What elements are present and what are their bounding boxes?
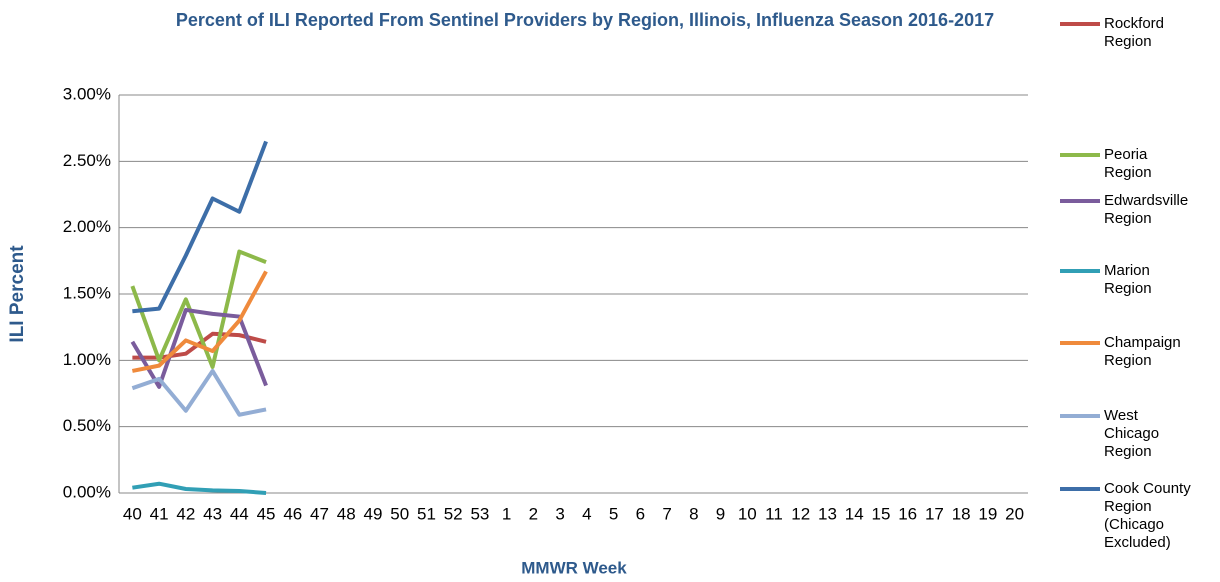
x-tick-label: 3 [555, 504, 564, 523]
legend-label: Cook County Region (Chicago Excluded) [1104, 480, 1191, 551]
y-tick-label: 1.50% [63, 283, 111, 302]
legend-label: Marion Region [1104, 262, 1152, 297]
x-tick-label: 4 [582, 504, 591, 523]
x-tick-label: 49 [364, 504, 383, 523]
x-tick-label: 20 [1005, 504, 1024, 523]
x-tick-label: 13 [818, 504, 837, 523]
x-tick-label: 43 [203, 504, 222, 523]
x-tick-label: 51 [417, 504, 436, 523]
x-tick-label: 12 [791, 504, 810, 523]
series-line [131, 270, 268, 373]
x-tick-label: 50 [390, 504, 409, 523]
x-tick-label: 46 [283, 504, 302, 523]
x-tick-label: 41 [150, 504, 169, 523]
x-tick-label: 8 [689, 504, 698, 523]
x-tick-label: 1 [502, 504, 511, 523]
x-tick-label: 6 [636, 504, 645, 523]
x-tick-label: 9 [716, 504, 725, 523]
y-tick-label: 0.50% [63, 416, 111, 435]
x-tick-label: 48 [337, 504, 356, 523]
series-line [130, 307, 268, 389]
y-tick-label: 0.00% [63, 482, 111, 501]
y-tick-label: 2.00% [63, 217, 111, 236]
x-tick-label: 19 [978, 504, 997, 523]
x-tick-label: 18 [952, 504, 971, 523]
y-tick-label: 2.50% [63, 151, 111, 170]
x-tick-label: 40 [123, 504, 142, 523]
legend-label: Edwardsville Region [1104, 192, 1189, 227]
legend-label: Peoria Region [1104, 146, 1152, 181]
x-tick-label: 10 [738, 504, 757, 523]
series-line [132, 140, 268, 314]
x-tick-label: 11 [765, 504, 783, 523]
x-tick-label: 5 [609, 504, 618, 523]
x-tick-label: 47 [310, 504, 329, 523]
x-tick-label: 17 [925, 504, 944, 523]
legend-label: West Chicago Region [1104, 407, 1160, 460]
y-axis-label: ILI Percent [7, 245, 28, 343]
y-tick-label: 1.00% [63, 350, 111, 369]
series-line [131, 368, 267, 417]
legend-label: Rockford Region [1104, 15, 1165, 50]
x-tick-label: 53 [470, 504, 489, 523]
legend-label: Champaign Region [1104, 334, 1181, 369]
series-line [130, 249, 267, 369]
x-tick-label: 2 [529, 504, 538, 523]
x-tick-label: 7 [662, 504, 671, 523]
x-tick-label: 44 [230, 504, 249, 523]
y-tick-label: 3.00% [63, 84, 111, 103]
series-line [132, 481, 267, 495]
chart-title: Percent of ILI Reported From Sentinel Pr… [175, 10, 995, 30]
x-tick-label: 16 [898, 504, 917, 523]
x-tick-label: 15 [871, 504, 890, 523]
x-tick-label: 52 [444, 504, 463, 523]
x-tick-label: 42 [176, 504, 195, 523]
x-axis-label: MMWR Week [521, 558, 627, 577]
x-tick-label: 14 [845, 504, 864, 523]
x-tick-label: 45 [257, 504, 276, 523]
